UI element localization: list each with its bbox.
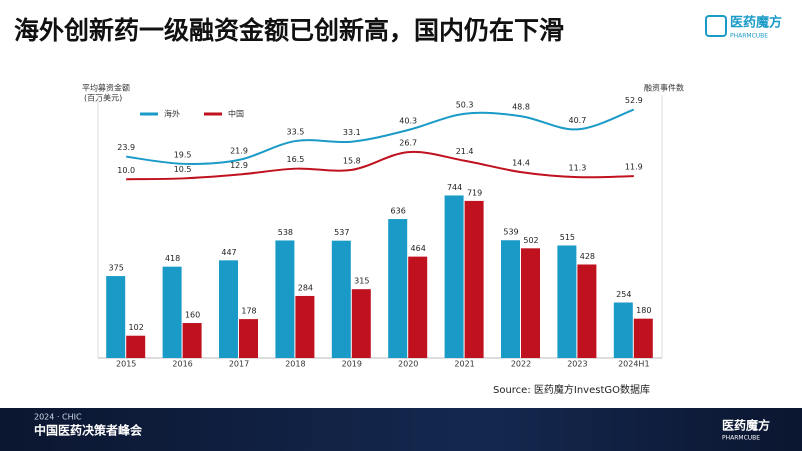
line-label: 26.7 (399, 139, 417, 148)
bar (331, 240, 351, 358)
bar (577, 264, 597, 358)
line-label: 52.9 (625, 96, 643, 105)
footer-logo: 医药魔方 (722, 418, 770, 433)
bar (106, 276, 126, 358)
source: Source: 医药魔方InvestGO数据库 (493, 383, 650, 396)
x-tick-label: 2019 (342, 360, 362, 369)
bar (219, 260, 238, 358)
line-label: 48.8 (512, 103, 530, 112)
bar-label: 447 (221, 248, 236, 257)
bar-label: 464 (411, 244, 426, 253)
line-label: 21.9 (230, 146, 248, 155)
bar (464, 200, 484, 358)
line-label: 16.5 (286, 155, 304, 164)
line-label: 23.9 (117, 143, 135, 152)
bar (295, 295, 315, 358)
bar (275, 240, 295, 358)
bar (501, 240, 520, 358)
line-label: 50.3 (456, 100, 474, 109)
bar-label: 254 (616, 290, 631, 299)
x-tick-label: 2015 (116, 360, 136, 369)
x-tick-label: 2020 (398, 360, 418, 369)
bar-label: 515 (560, 233, 575, 242)
footer-band (0, 408, 802, 451)
legend-label: 海外 (164, 109, 180, 119)
bar-label: 375 (109, 264, 124, 273)
bar-label: 178 (241, 307, 256, 316)
bar-label: 428 (580, 252, 595, 261)
logo-icon (705, 15, 727, 37)
line-label: 15.8 (343, 156, 361, 165)
bar-label: 102 (129, 323, 144, 332)
x-tick-label: 2016 (172, 360, 192, 369)
y-label: 平均募资金额 (82, 83, 130, 93)
bar-label: 418 (165, 254, 180, 263)
line-label: 10.5 (174, 165, 192, 174)
title: 海外创新药一级融资金额已创新高，国内仍在下滑 (14, 16, 564, 45)
footer-logo-sub: PHARMCUBE (722, 435, 760, 442)
logo-sub: PHARMCUBE (730, 33, 768, 40)
line-label: 40.7 (568, 116, 586, 125)
bar-label: 744 (447, 183, 462, 192)
bar (408, 256, 428, 358)
event: 中国医药决策者峰会 (34, 423, 143, 438)
x-tick-label: 2023 (567, 360, 587, 369)
line-label: 11.9 (625, 163, 643, 172)
x-tick-label: 2018 (285, 360, 305, 369)
line (126, 108, 635, 165)
bar-label: 315 (354, 277, 369, 286)
bar-label: 180 (636, 306, 651, 315)
line-label: 40.3 (399, 117, 417, 126)
bar-label: 539 (503, 228, 518, 237)
bar (521, 248, 540, 358)
event-year: 2024 · CHIC (34, 413, 82, 422)
bar (351, 289, 371, 358)
bar (613, 302, 633, 358)
line-label: 14.4 (512, 159, 530, 168)
line-label: 10.0 (117, 166, 135, 175)
line-label: 33.1 (343, 128, 361, 137)
bar-label: 636 (391, 207, 406, 216)
bar-label: 537 (334, 228, 349, 237)
bar-label: 719 (467, 188, 482, 197)
logo: 医药魔方 (730, 15, 782, 31)
x-tick-label: 2022 (511, 360, 531, 369)
line-label: 19.5 (174, 150, 192, 159)
bar-label: 284 (298, 283, 313, 292)
bar (239, 319, 258, 358)
bar (182, 323, 202, 358)
line (126, 150, 634, 181)
bar (162, 266, 182, 358)
x-tick-label: 2017 (229, 360, 249, 369)
bar (633, 318, 653, 358)
bar-label: 160 (185, 311, 200, 320)
line-label: 11.3 (568, 164, 586, 173)
line-label: 21.4 (456, 147, 474, 156)
y2-label: 融资事件数 (644, 83, 684, 93)
bar (388, 219, 408, 358)
line-label: 12.9 (230, 161, 248, 170)
bar-label: 502 (523, 236, 538, 245)
line-label: 33.5 (286, 128, 304, 137)
y-label: (百万美元) (84, 93, 122, 103)
bar (444, 195, 464, 358)
x-tick-label: 2024H1 (618, 360, 649, 369)
legend-label: 中国 (228, 109, 244, 119)
bar (126, 335, 146, 358)
x-tick-label: 2021 (454, 360, 474, 369)
bar-label: 538 (278, 228, 293, 237)
bar (557, 245, 577, 358)
